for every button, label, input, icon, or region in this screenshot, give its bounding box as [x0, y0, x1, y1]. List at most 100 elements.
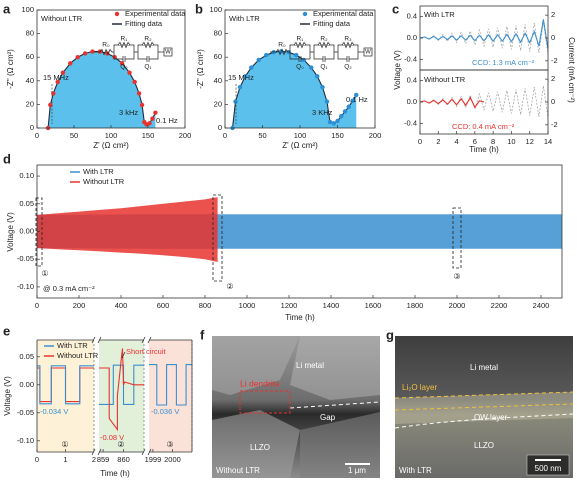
- interface-line: [394, 391, 574, 399]
- axis-break: [91, 336, 102, 344]
- legend-label: Without LTR: [57, 351, 99, 360]
- image-label: Li metal: [296, 361, 324, 370]
- legend-label: With LTR: [83, 167, 114, 176]
- resistor: [275, 48, 289, 56]
- x-axis-label: Time (h): [469, 145, 499, 154]
- panel-letter: b: [195, 1, 203, 16]
- annotation: ②: [117, 440, 124, 449]
- x-tick-label: 0: [35, 131, 39, 140]
- legend-label: With LTR: [57, 341, 88, 350]
- resistor: [293, 41, 307, 49]
- circuit-label: W: [165, 50, 171, 56]
- data-point: [301, 57, 306, 63]
- plot-frame: [36, 9, 186, 129]
- interface-line: [289, 401, 381, 409]
- y-tick-label: 100: [21, 5, 34, 14]
- x-axis-label: Z' (Ω cm²): [282, 141, 318, 150]
- data-point: [339, 114, 344, 119]
- data-point: [55, 79, 60, 85]
- circuit-label: R₂: [320, 36, 328, 43]
- x-tick-label: 50: [258, 131, 266, 140]
- series-line: [419, 85, 549, 119]
- y-tick-label: -0.10: [17, 436, 34, 445]
- x-tick-label: 1400: [323, 301, 340, 310]
- circuit-label: Q₁: [144, 64, 152, 71]
- annotation: ③: [453, 272, 460, 281]
- image-label: With LTR: [399, 466, 432, 475]
- annotation: 3 KHz: [312, 108, 333, 117]
- y2-tick-label: 2: [551, 10, 555, 19]
- circuit-label: R₂: [144, 36, 152, 43]
- annotation: With LTR: [229, 14, 260, 23]
- data-point: [264, 52, 269, 58]
- legend-label: Fitting data: [125, 19, 163, 28]
- x-tick-label: 600: [157, 301, 170, 310]
- data-point: [342, 109, 348, 114]
- y-tick-label: 80: [26, 29, 34, 38]
- x-tick-label: 200: [369, 131, 382, 140]
- data-point: [346, 104, 351, 109]
- y2-tick-label: 2: [551, 74, 555, 83]
- y-tick-label: 0.05: [19, 199, 34, 208]
- annotation: 3 kHz: [119, 108, 138, 117]
- interface-line: [394, 403, 574, 411]
- circuit-label: W: [365, 50, 371, 56]
- annotation: ②: [226, 282, 233, 291]
- panel-letter: a: [3, 1, 11, 16]
- x-tick-label: 0: [223, 131, 227, 140]
- panel-letter: f: [200, 327, 205, 342]
- capacitor: [346, 56, 350, 62]
- x-tick-label: 859: [97, 455, 110, 464]
- y-axis-label: -Z'' (Ω cm²): [196, 49, 205, 89]
- data-point: [68, 61, 73, 66]
- axis-break: [141, 448, 152, 456]
- data-point: [335, 118, 340, 124]
- y-tick-label: 0.00: [19, 380, 34, 389]
- y-tick-label: 0.0: [407, 33, 417, 42]
- grain: [212, 410, 300, 478]
- x-tick-label: 1200: [281, 301, 298, 310]
- y-tick-label: -0.05: [17, 408, 34, 417]
- annotation: 15 MHz: [228, 73, 254, 82]
- band: [37, 197, 218, 262]
- y2-tick-label: 0: [551, 33, 555, 42]
- data-point: [294, 52, 299, 58]
- y-axis-label: -Z'' (Ω cm²): [6, 49, 15, 89]
- panel-letter: c: [392, 1, 399, 16]
- x-tick-label: 2400: [533, 301, 550, 310]
- annotation: @ 0.3 mA cm⁻²: [43, 284, 95, 293]
- y-tick-label: 0.00: [19, 226, 34, 235]
- y-tick-label: 20: [26, 99, 34, 108]
- annotation: CCD: 0.4 mA cm⁻²: [452, 122, 515, 131]
- scale-label: 500 nm: [535, 464, 562, 473]
- x-tick-label: 8: [491, 137, 495, 146]
- panel-letter: g: [386, 327, 394, 342]
- plot-frame: [419, 69, 549, 135]
- axis-break-gap: [94, 449, 99, 455]
- x-tick-label: 0: [35, 301, 39, 310]
- y-axis-label: Voltage (V): [6, 212, 15, 252]
- data-point: [354, 92, 359, 98]
- grain: [212, 336, 300, 395]
- x-tick-label: 1800: [407, 301, 424, 310]
- axis-break-gap: [144, 337, 149, 343]
- annotation: 15 MHz: [43, 73, 69, 82]
- y-tick-label: -0.05: [17, 254, 34, 263]
- y2-tick-label: -2: [551, 120, 558, 129]
- axis-break-gap: [94, 337, 99, 343]
- x-tick-label: 400: [115, 301, 128, 310]
- panel-letter: e: [3, 323, 10, 338]
- circuit-label: Q₂: [120, 64, 128, 71]
- x-tick-label: 100: [294, 131, 307, 140]
- image-label: OW layer: [474, 413, 508, 422]
- data-point: [243, 74, 248, 79]
- x-tick-label: 14: [544, 137, 552, 146]
- annotation: Short circuit: [126, 347, 167, 356]
- wire: [336, 44, 360, 60]
- annotation: ③: [166, 440, 173, 449]
- y2-tick-label: 0: [551, 97, 555, 106]
- data-point: [256, 57, 261, 63]
- data-point: [320, 84, 325, 90]
- y-tick-label: 60: [214, 52, 222, 61]
- resistor: [117, 41, 131, 49]
